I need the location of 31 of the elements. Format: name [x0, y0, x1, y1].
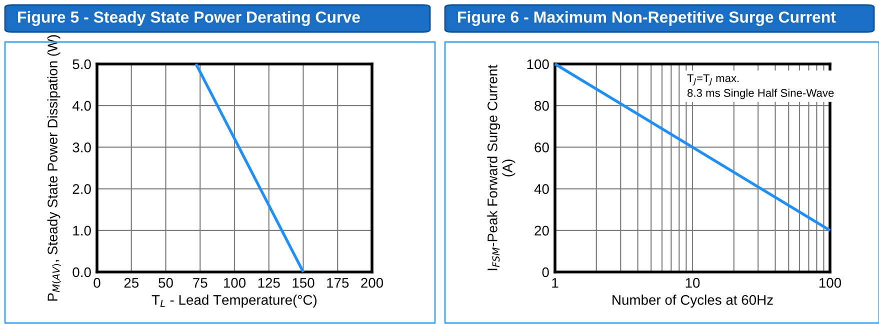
- y-tick-label: 80: [534, 100, 549, 111]
- x-tick-label: 100: [224, 278, 246, 288]
- y-tick-label: 4.0: [72, 100, 91, 111]
- x-tick-label: 10: [686, 278, 700, 288]
- x-tick-label: 25: [124, 278, 139, 288]
- x-tick-label: 75: [193, 278, 208, 288]
- x-tick-label: 150: [292, 278, 314, 288]
- y-tick-label: 60: [534, 142, 549, 152]
- y-tick-label: 0: [542, 267, 549, 278]
- x-tick-label: 175: [327, 278, 349, 288]
- chart-title: Figure 5 - Steady State Power Derating Curve: [18, 11, 360, 26]
- y-axis-title: P$_{M(AV)}$, Steady State Power Dissipation (W): [47, 35, 61, 301]
- y-tick-label: 2.0: [72, 184, 91, 194]
- x-tick-label: 100: [819, 278, 842, 288]
- y-axis-title: I$_{FSM}$-Peak Forward Surge Current (A): [487, 64, 516, 270]
- x-tick-label: 50: [158, 278, 173, 288]
- annotation: T$_{J}$=T$_{J}$ max. 8.3 ms Single Half Sine-Wave: [687, 74, 834, 100]
- chart-title: Figure 6 - Maximum Non-Repetitive Surge Current: [458, 11, 836, 26]
- x-tick-label: 200: [361, 278, 384, 288]
- x-axis-title: Number of Cycles at 60Hz: [612, 294, 773, 308]
- x-tick-label: 1: [552, 278, 558, 288]
- y-tick-label: 3.0: [72, 142, 91, 152]
- x-tick-label: 125: [258, 278, 280, 288]
- x-tick-label: 0: [94, 278, 100, 288]
- y-tick-label: 20: [534, 226, 549, 236]
- y-tick-label: 0.0: [72, 267, 91, 278]
- y-tick-label: 5.0: [72, 59, 91, 70]
- y-tick-label: 100: [527, 59, 549, 70]
- y-tick-label: 1.0: [73, 226, 91, 236]
- x-axis-title: T$_{L}$ - Lead Temperature(°C): [152, 294, 317, 308]
- y-tick-label: 40: [534, 184, 549, 194]
